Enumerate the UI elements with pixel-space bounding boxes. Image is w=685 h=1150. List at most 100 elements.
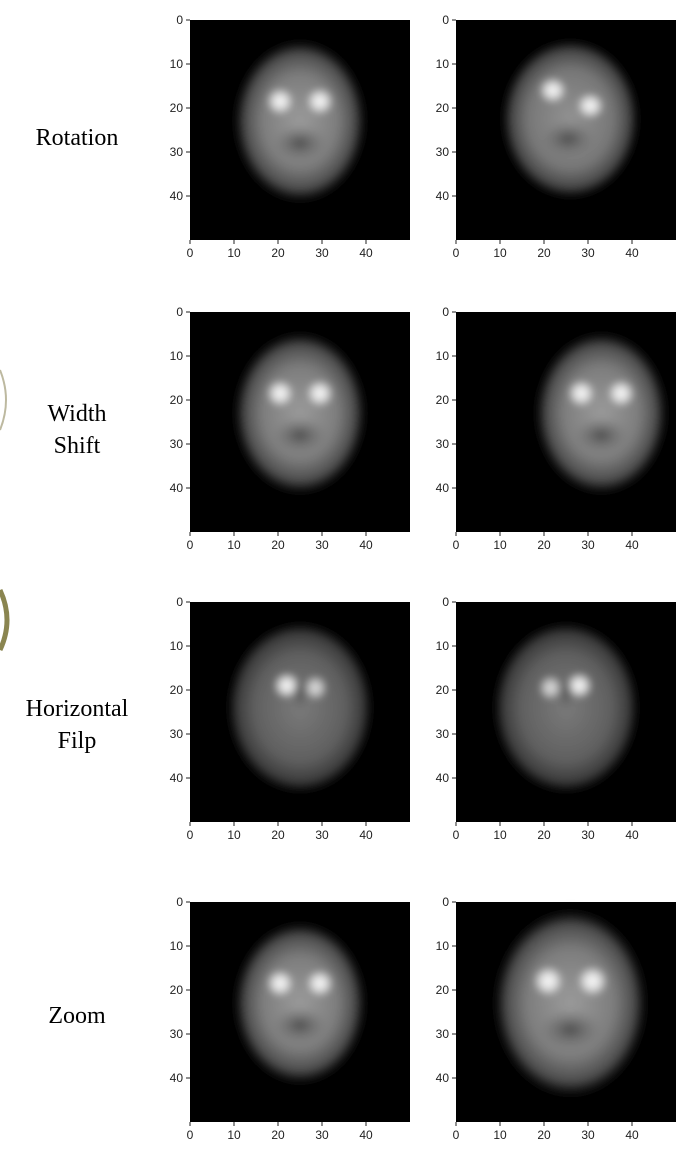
brain-scan-spot <box>266 969 295 998</box>
x-tick-label: 10 <box>227 538 241 552</box>
row-label: Rotation <box>0 122 157 154</box>
augmented-image-panel: 0 10 20 30 40 0 10 20 30 40 <box>436 895 676 1142</box>
x-tick-label: 10 <box>493 828 507 842</box>
x-tick-label: 30 <box>315 828 329 842</box>
y-tick-label: 30 <box>170 727 184 741</box>
brain-scan-spot <box>273 417 327 453</box>
x-tick-label: 0 <box>453 246 460 260</box>
y-tick-label: 20 <box>436 983 450 997</box>
y-tick-label: 30 <box>436 1027 450 1041</box>
x-tick-label: 40 <box>359 828 373 842</box>
x-tick-label: 20 <box>537 246 551 260</box>
brain-scan-spot <box>273 1007 327 1043</box>
y-tick-label: 40 <box>170 189 184 203</box>
brain-scan-spot <box>532 965 565 998</box>
y-tick-label: 40 <box>436 1071 450 1085</box>
x-tick-label: 30 <box>315 1128 329 1142</box>
original-image-panel: 0 10 20 30 40 0 10 20 30 40 <box>170 895 410 1142</box>
y-tick-label: 20 <box>170 101 184 115</box>
brain-scan-spot <box>576 92 605 120</box>
y-tick-label: 40 <box>436 189 450 203</box>
x-tick-label: 10 <box>493 1128 507 1142</box>
row-label-line: Width <box>47 401 107 427</box>
row-label-line: Filp <box>57 728 97 754</box>
x-tick-label: 20 <box>271 246 285 260</box>
brain-scan-spot <box>539 1009 602 1050</box>
x-tick-label: 0 <box>453 1128 460 1142</box>
x-tick-label: 10 <box>227 246 241 260</box>
y-tick-label: 0 <box>442 305 449 319</box>
x-tick-label: 40 <box>625 828 639 842</box>
y-tick-label: 0 <box>442 595 449 609</box>
x-tick-label: 20 <box>537 828 551 842</box>
row-label: Width Shift <box>0 398 157 462</box>
x-tick-label: 40 <box>359 538 373 552</box>
left-edge-decoration <box>0 369 10 652</box>
y-tick-label: 40 <box>436 771 450 785</box>
y-tick-label: 40 <box>170 481 184 495</box>
y-tick-label: 10 <box>436 349 450 363</box>
y-tick-label: 40 <box>170 1071 184 1085</box>
x-tick-label: 20 <box>271 828 285 842</box>
brain-scan-spot <box>305 87 334 116</box>
row-label-line: Zoom <box>48 1003 106 1029</box>
x-tick-label: 10 <box>227 828 241 842</box>
y-tick-label: 0 <box>176 13 183 27</box>
brain-scan-spot <box>539 675 563 701</box>
original-image-panel: 0 10 20 30 40 0 10 20 30 40 <box>170 305 410 552</box>
row-label-line: Rotation <box>35 125 119 151</box>
x-tick-label: 30 <box>581 246 595 260</box>
x-tick-label: 20 <box>271 1128 285 1142</box>
x-tick-label: 10 <box>493 246 507 260</box>
y-tick-label: 0 <box>442 13 449 27</box>
brain-scan-blob <box>500 37 641 201</box>
x-tick-label: 20 <box>271 538 285 552</box>
x-tick-label: 30 <box>315 538 329 552</box>
x-tick-label: 40 <box>625 246 639 260</box>
x-tick-label: 0 <box>453 538 460 552</box>
x-tick-label: 0 <box>187 1128 194 1142</box>
y-tick-label: 10 <box>170 939 184 953</box>
x-tick-label: 0 <box>187 246 194 260</box>
brain-scan-spot <box>292 676 308 712</box>
x-tick-label: 40 <box>359 1128 373 1142</box>
x-tick-label: 0 <box>453 828 460 842</box>
y-tick-label: 0 <box>442 895 449 909</box>
brain-scan-spot <box>266 379 295 408</box>
x-tick-label: 30 <box>581 538 595 552</box>
y-tick-label: 30 <box>170 1027 184 1041</box>
x-tick-label: 40 <box>625 538 639 552</box>
x-tick-label: 30 <box>581 1128 595 1142</box>
y-tick-label: 30 <box>436 727 450 741</box>
y-tick-label: 10 <box>436 57 450 71</box>
brain-scan-spot <box>541 121 595 157</box>
y-tick-label: 20 <box>170 983 184 997</box>
x-tick-label: 40 <box>625 1128 639 1142</box>
y-tick-label: 10 <box>170 349 184 363</box>
brain-scan-blob <box>533 329 670 497</box>
y-tick-label: 0 <box>176 595 183 609</box>
original-image-panel: 0 10 20 30 40 0 10 20 30 40 <box>170 595 410 842</box>
brain-scan-spot <box>538 77 567 104</box>
x-tick-label: 10 <box>493 538 507 552</box>
brain-scan-spot <box>574 417 628 453</box>
brain-scan-blob <box>491 906 650 1100</box>
y-tick-label: 10 <box>170 57 184 71</box>
row-label-line: Horizontal <box>25 696 129 722</box>
row-label: Zoom <box>0 1000 157 1032</box>
y-tick-label: 10 <box>436 939 450 953</box>
brain-scan-spot <box>273 125 327 161</box>
x-tick-label: 10 <box>227 1128 241 1142</box>
y-tick-label: 0 <box>176 305 183 319</box>
x-tick-label: 20 <box>537 1128 551 1142</box>
y-tick-label: 20 <box>436 393 450 407</box>
x-tick-label: 30 <box>315 246 329 260</box>
y-tick-label: 20 <box>170 683 184 697</box>
brain-scan-spot <box>303 675 327 701</box>
y-tick-label: 30 <box>436 145 450 159</box>
y-tick-label: 40 <box>170 771 184 785</box>
x-tick-label: 0 <box>187 538 194 552</box>
brain-scan-spot <box>305 969 334 998</box>
brain-scan-spot <box>305 379 334 408</box>
brain-scan-blob <box>231 329 369 497</box>
